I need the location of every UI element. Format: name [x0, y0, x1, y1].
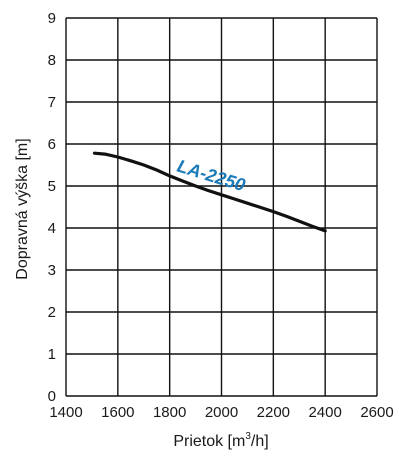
y-axis-title: Dopravná výška [m]	[14, 138, 31, 279]
series-label-la-2250: LA-2250	[175, 156, 248, 196]
x-axis-title-end: /h]	[251, 433, 269, 450]
y-tick-label: 2	[48, 304, 56, 321]
x-tick-label: 2600	[360, 404, 393, 421]
y-tick-label: 8	[48, 52, 56, 69]
x-axis-title: Prietok [m3/h]	[173, 431, 268, 450]
y-tick-label: 5	[48, 178, 56, 195]
series-line-la-2250	[92, 151, 327, 233]
y-tick-labels: 0 1 2 3 4 5 6 7 8 9	[48, 10, 56, 405]
x-tick-label: 2000	[205, 404, 238, 421]
x-tick-labels: 1400 1600 1800 2000 2200 2400 2600	[49, 404, 393, 421]
y-tick-label: 9	[48, 10, 56, 27]
x-tick-label: 2200	[257, 404, 290, 421]
x-axis-title-superscript: 3	[245, 431, 251, 442]
y-tick-label: 3	[48, 262, 56, 279]
x-tick-label: 1400	[49, 404, 82, 421]
x-axis-title-main: Prietok [m	[173, 433, 245, 450]
y-tick-label: 4	[48, 220, 56, 237]
y-tick-label: 7	[48, 94, 56, 111]
chart-grid	[65, 17, 378, 397]
y-tick-label: 0	[48, 388, 56, 405]
x-tick-label: 1800	[153, 404, 186, 421]
y-tick-label: 6	[48, 136, 56, 153]
x-tick-label: 2400	[308, 404, 341, 421]
x-tick-label: 1600	[101, 404, 134, 421]
y-tick-label: 1	[48, 346, 56, 363]
series-group	[92, 151, 327, 233]
